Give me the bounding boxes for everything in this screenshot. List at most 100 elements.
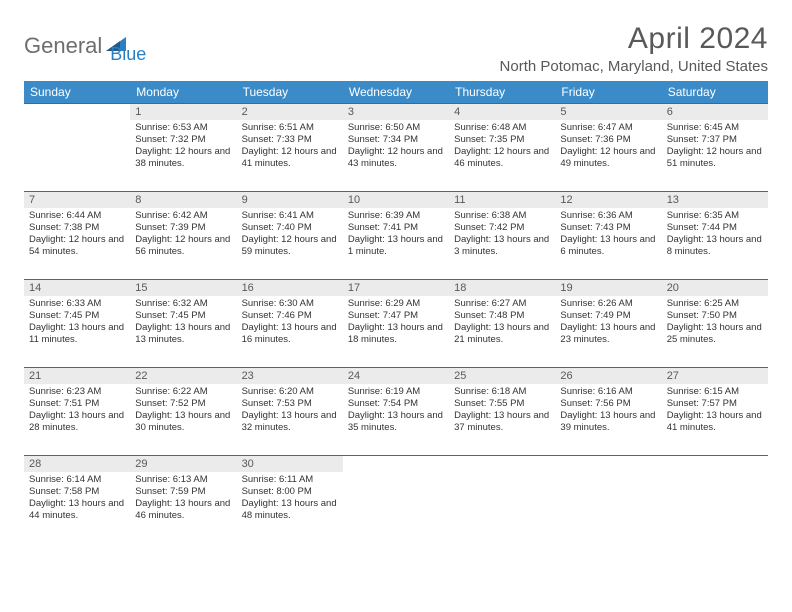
daylight-text: Daylight: 13 hours and 37 minutes. (454, 410, 550, 434)
calendar-week-row: 7Sunrise: 6:44 AMSunset: 7:38 PMDaylight… (24, 192, 768, 280)
sunset-text: Sunset: 7:45 PM (135, 310, 231, 322)
sunrise-text: Sunrise: 6:11 AM (242, 474, 338, 486)
day-header: Sunday (24, 81, 130, 104)
sunset-text: Sunset: 7:45 PM (29, 310, 125, 322)
daylight-text: Daylight: 13 hours and 32 minutes. (242, 410, 338, 434)
day-details: Sunrise: 6:42 AMSunset: 7:39 PMDaylight:… (130, 208, 236, 262)
day-number: 7 (24, 192, 130, 208)
calendar-day-cell: 9Sunrise: 6:41 AMSunset: 7:40 PMDaylight… (237, 192, 343, 280)
calendar-day-cell (555, 456, 661, 544)
calendar-day-cell: 1Sunrise: 6:53 AMSunset: 7:32 PMDaylight… (130, 104, 236, 192)
day-details: Sunrise: 6:44 AMSunset: 7:38 PMDaylight:… (24, 208, 130, 262)
day-number: 14 (24, 280, 130, 296)
daylight-text: Daylight: 13 hours and 39 minutes. (560, 410, 656, 434)
day-number: 17 (343, 280, 449, 296)
daylight-text: Daylight: 13 hours and 6 minutes. (560, 234, 656, 258)
daylight-text: Daylight: 13 hours and 44 minutes. (29, 498, 125, 522)
daylight-text: Daylight: 13 hours and 28 minutes. (29, 410, 125, 434)
calendar-day-cell: 26Sunrise: 6:16 AMSunset: 7:56 PMDayligh… (555, 368, 661, 456)
calendar-day-cell: 14Sunrise: 6:33 AMSunset: 7:45 PMDayligh… (24, 280, 130, 368)
sunset-text: Sunset: 7:49 PM (560, 310, 656, 322)
day-details: Sunrise: 6:45 AMSunset: 7:37 PMDaylight:… (662, 120, 768, 174)
day-number: 3 (343, 104, 449, 120)
calendar-day-cell: 20Sunrise: 6:25 AMSunset: 7:50 PMDayligh… (662, 280, 768, 368)
sunset-text: Sunset: 7:36 PM (560, 134, 656, 146)
day-details: Sunrise: 6:39 AMSunset: 7:41 PMDaylight:… (343, 208, 449, 262)
sunrise-text: Sunrise: 6:26 AM (560, 298, 656, 310)
calendar-day-cell: 8Sunrise: 6:42 AMSunset: 7:39 PMDaylight… (130, 192, 236, 280)
calendar-day-cell: 21Sunrise: 6:23 AMSunset: 7:51 PMDayligh… (24, 368, 130, 456)
day-number: 22 (130, 368, 236, 384)
sunset-text: Sunset: 7:56 PM (560, 398, 656, 410)
sunset-text: Sunset: 7:43 PM (560, 222, 656, 234)
calendar-day-cell: 11Sunrise: 6:38 AMSunset: 7:42 PMDayligh… (449, 192, 555, 280)
sunrise-text: Sunrise: 6:32 AM (135, 298, 231, 310)
calendar-day-cell: 6Sunrise: 6:45 AMSunset: 7:37 PMDaylight… (662, 104, 768, 192)
sunrise-text: Sunrise: 6:41 AM (242, 210, 338, 222)
sunset-text: Sunset: 7:57 PM (667, 398, 763, 410)
daylight-text: Daylight: 13 hours and 11 minutes. (29, 322, 125, 346)
sunrise-text: Sunrise: 6:22 AM (135, 386, 231, 398)
calendar-day-cell: 29Sunrise: 6:13 AMSunset: 7:59 PMDayligh… (130, 456, 236, 544)
day-number: 10 (343, 192, 449, 208)
calendar-day-cell: 13Sunrise: 6:35 AMSunset: 7:44 PMDayligh… (662, 192, 768, 280)
calendar-week-row: 14Sunrise: 6:33 AMSunset: 7:45 PMDayligh… (24, 280, 768, 368)
daylight-text: Daylight: 13 hours and 41 minutes. (667, 410, 763, 434)
sunrise-text: Sunrise: 6:30 AM (242, 298, 338, 310)
sunrise-text: Sunrise: 6:33 AM (29, 298, 125, 310)
day-number: 1 (130, 104, 236, 120)
sunrise-text: Sunrise: 6:35 AM (667, 210, 763, 222)
title-block: April 2024 North Potomac, Maryland, Unit… (500, 22, 768, 75)
sunset-text: Sunset: 7:39 PM (135, 222, 231, 234)
calendar-day-cell (24, 104, 130, 192)
day-details: Sunrise: 6:33 AMSunset: 7:45 PMDaylight:… (24, 296, 130, 350)
day-header: Thursday (449, 81, 555, 104)
sunrise-text: Sunrise: 6:29 AM (348, 298, 444, 310)
day-details: Sunrise: 6:51 AMSunset: 7:33 PMDaylight:… (237, 120, 343, 174)
day-number: 27 (662, 368, 768, 384)
day-details: Sunrise: 6:47 AMSunset: 7:36 PMDaylight:… (555, 120, 661, 174)
sunrise-text: Sunrise: 6:27 AM (454, 298, 550, 310)
calendar-day-cell: 15Sunrise: 6:32 AMSunset: 7:45 PMDayligh… (130, 280, 236, 368)
sunset-text: Sunset: 7:51 PM (29, 398, 125, 410)
day-details: Sunrise: 6:38 AMSunset: 7:42 PMDaylight:… (449, 208, 555, 262)
sunset-text: Sunset: 7:32 PM (135, 134, 231, 146)
calendar-day-cell: 30Sunrise: 6:11 AMSunset: 8:00 PMDayligh… (237, 456, 343, 544)
calendar-day-cell: 4Sunrise: 6:48 AMSunset: 7:35 PMDaylight… (449, 104, 555, 192)
day-number: 25 (449, 368, 555, 384)
day-details: Sunrise: 6:32 AMSunset: 7:45 PMDaylight:… (130, 296, 236, 350)
page-header: General Blue April 2024 North Potomac, M… (24, 22, 768, 75)
calendar-week-row: 1Sunrise: 6:53 AMSunset: 7:32 PMDaylight… (24, 104, 768, 192)
calendar-day-cell: 17Sunrise: 6:29 AMSunset: 7:47 PMDayligh… (343, 280, 449, 368)
sunrise-text: Sunrise: 6:36 AM (560, 210, 656, 222)
day-number: 13 (662, 192, 768, 208)
calendar-day-cell: 12Sunrise: 6:36 AMSunset: 7:43 PMDayligh… (555, 192, 661, 280)
day-header: Saturday (662, 81, 768, 104)
calendar-day-cell: 7Sunrise: 6:44 AMSunset: 7:38 PMDaylight… (24, 192, 130, 280)
day-number: 26 (555, 368, 661, 384)
calendar-day-cell: 28Sunrise: 6:14 AMSunset: 7:58 PMDayligh… (24, 456, 130, 544)
calendar-day-cell: 16Sunrise: 6:30 AMSunset: 7:46 PMDayligh… (237, 280, 343, 368)
calendar-week-row: 21Sunrise: 6:23 AMSunset: 7:51 PMDayligh… (24, 368, 768, 456)
day-number: 23 (237, 368, 343, 384)
sunset-text: Sunset: 7:37 PM (667, 134, 763, 146)
day-details: Sunrise: 6:26 AMSunset: 7:49 PMDaylight:… (555, 296, 661, 350)
daylight-text: Daylight: 12 hours and 51 minutes. (667, 146, 763, 170)
sunset-text: Sunset: 7:48 PM (454, 310, 550, 322)
daylight-text: Daylight: 12 hours and 49 minutes. (560, 146, 656, 170)
daylight-text: Daylight: 12 hours and 38 minutes. (135, 146, 231, 170)
sunset-text: Sunset: 7:47 PM (348, 310, 444, 322)
day-details: Sunrise: 6:14 AMSunset: 7:58 PMDaylight:… (24, 472, 130, 526)
day-number: 15 (130, 280, 236, 296)
day-number: 2 (237, 104, 343, 120)
daylight-text: Daylight: 12 hours and 43 minutes. (348, 146, 444, 170)
sunrise-text: Sunrise: 6:23 AM (29, 386, 125, 398)
page-subtitle: North Potomac, Maryland, United States (500, 58, 768, 75)
sunset-text: Sunset: 7:50 PM (667, 310, 763, 322)
sunset-text: Sunset: 7:59 PM (135, 486, 231, 498)
calendar-table: SundayMondayTuesdayWednesdayThursdayFrid… (24, 81, 768, 544)
sunset-text: Sunset: 7:58 PM (29, 486, 125, 498)
sunrise-text: Sunrise: 6:18 AM (454, 386, 550, 398)
day-details: Sunrise: 6:50 AMSunset: 7:34 PMDaylight:… (343, 120, 449, 174)
sunrise-text: Sunrise: 6:25 AM (667, 298, 763, 310)
